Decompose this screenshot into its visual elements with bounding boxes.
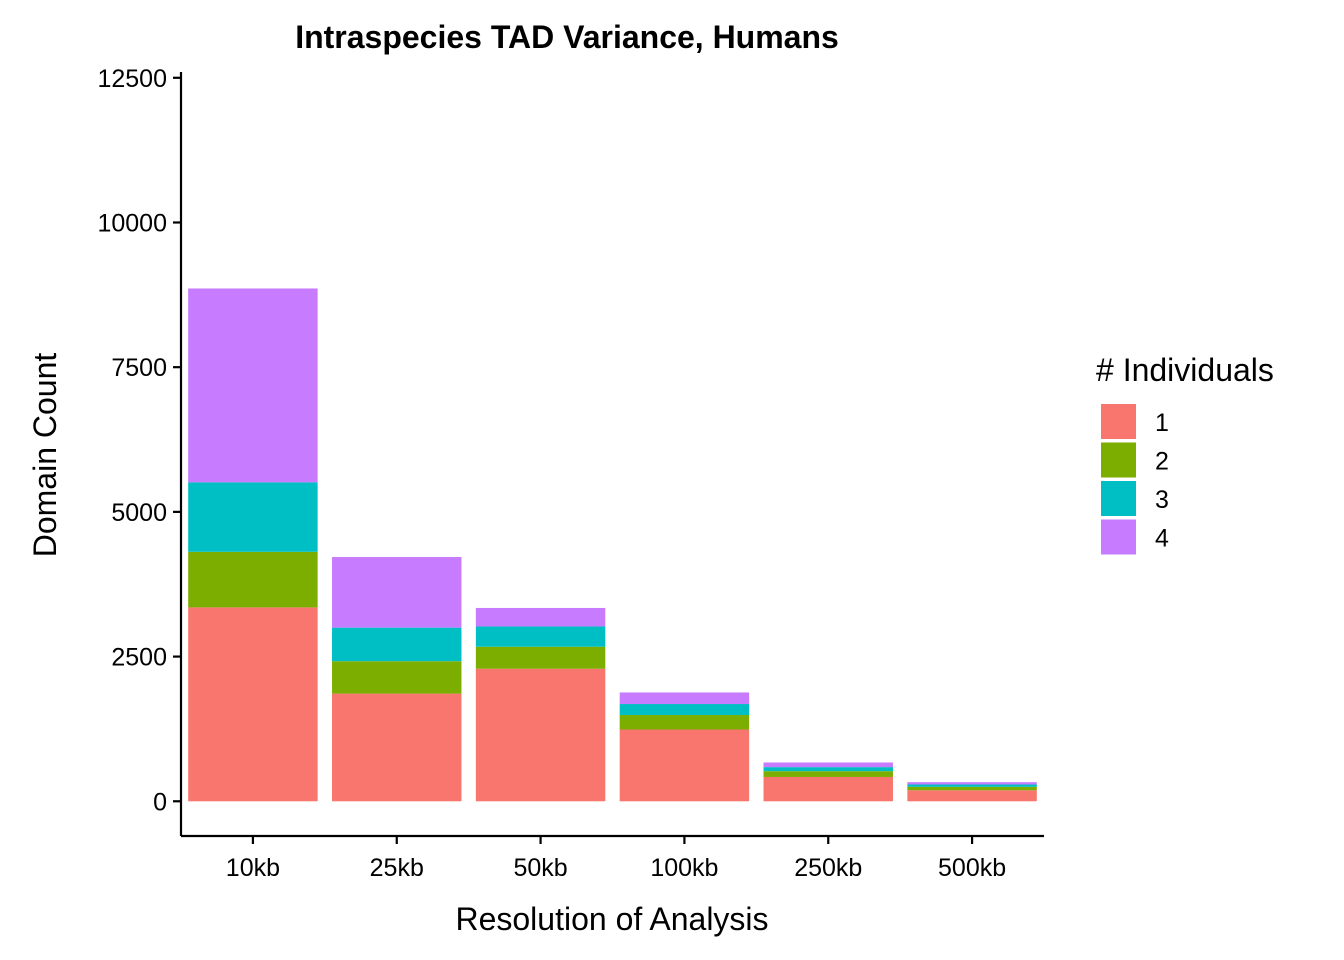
x-tick-label: 100kb <box>650 854 718 882</box>
legend-label-2: 2 <box>1155 448 1169 476</box>
y-tick-label: 12500 <box>97 65 167 93</box>
bar-500kb-series-2 <box>907 786 1037 791</box>
legend-swatch-4 <box>1101 519 1136 555</box>
y-tick-label: 5000 <box>111 499 167 527</box>
bar-250kb-series-4 <box>763 762 893 768</box>
bar-100kb-series-1 <box>619 729 750 802</box>
y-axis-label: Domain Count <box>27 353 63 558</box>
bar-25kb-series-1 <box>332 693 462 802</box>
bar-25kb-series-4 <box>332 557 462 628</box>
legend-label-1: 1 <box>1155 409 1169 437</box>
bar-10kb-series-4 <box>188 288 318 483</box>
bar-10kb-series-3 <box>188 482 318 552</box>
x-tick-label: 50kb <box>513 854 567 882</box>
bars-group <box>188 288 1037 802</box>
bar-100kb-series-3 <box>619 704 750 716</box>
y-tick-label: 10000 <box>97 209 167 237</box>
y-tick-label: 0 <box>153 788 167 816</box>
bar-25kb-series-3 <box>332 627 462 662</box>
y-tick-label: 7500 <box>111 354 167 382</box>
bar-25kb-series-2 <box>332 661 462 694</box>
bar-250kb-series-3 <box>763 767 893 772</box>
legend-label-3: 3 <box>1155 486 1169 514</box>
bar-500kb-series-4 <box>907 782 1037 785</box>
bar-50kb-series-2 <box>475 646 606 669</box>
bar-100kb-series-2 <box>619 715 750 730</box>
bar-50kb-series-3 <box>475 626 606 647</box>
bar-50kb-series-1 <box>475 668 606 802</box>
legend: 1 2 3 4 <box>1101 404 1169 555</box>
bar-500kb-series-3 <box>907 784 1037 787</box>
bar-50kb-series-4 <box>475 607 606 627</box>
legend-swatch-3 <box>1101 481 1136 516</box>
x-tick-label: 250kb <box>794 854 862 882</box>
x-tick-label: 10kb <box>226 854 280 882</box>
x-axis-label: Resolution of Analysis <box>455 901 768 937</box>
bar-250kb-series-1 <box>763 776 893 802</box>
bar-10kb-series-2 <box>188 551 318 608</box>
legend-swatch-2 <box>1101 442 1136 478</box>
bar-10kb-series-1 <box>188 607 318 802</box>
bar-100kb-series-4 <box>619 692 750 705</box>
x-tick-label: 500kb <box>938 854 1006 882</box>
legend-label-4: 4 <box>1155 525 1169 553</box>
legend-swatch-1 <box>1101 404 1136 439</box>
x-tick-label: 25kb <box>370 854 424 882</box>
bar-250kb-series-2 <box>763 771 893 777</box>
legend-title: # Individuals <box>1096 352 1274 388</box>
y-tick-label: 2500 <box>111 644 167 672</box>
x-ticks-group: 10kb 25kb 50kb 100kb 250kb 500kb <box>226 836 1006 882</box>
bar-500kb-series-1 <box>907 790 1037 802</box>
chart-title: Intraspecies TAD Variance, Humans <box>295 19 839 55</box>
y-ticks-group: 0 2500 5000 7500 10000 12500 <box>97 65 181 816</box>
